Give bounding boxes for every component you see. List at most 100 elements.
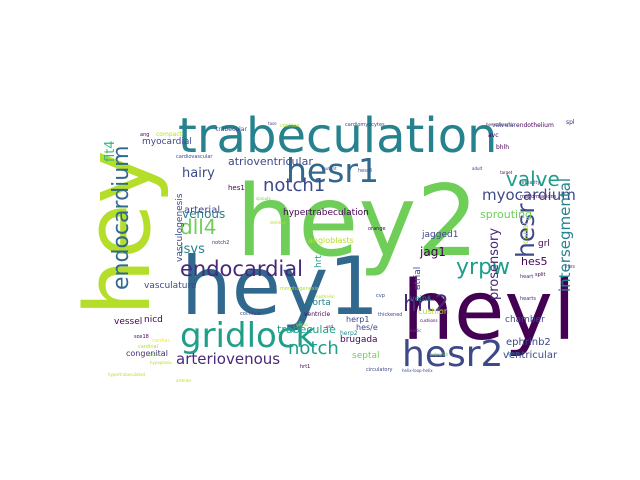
- cloud-word: herp2: [340, 330, 358, 337]
- cloud-word: hes: [566, 264, 575, 270]
- cloud-word: gridlock: [180, 316, 316, 356]
- cloud-word: ventricle: [304, 311, 330, 318]
- cloud-word: bhlh: [496, 144, 509, 151]
- cloud-word: helix-loop-helix: [402, 368, 433, 373]
- cloud-word: brugada: [340, 335, 378, 345]
- cloud-word: cardiac: [152, 338, 170, 344]
- cloud-word: heart: [520, 274, 533, 280]
- cloud-word: cushion: [418, 307, 449, 316]
- cloud-word: vasculogenesis: [175, 193, 185, 262]
- cloud-word: congenital: [126, 349, 168, 358]
- cloud-word: zebrafish: [430, 352, 449, 357]
- cloud-word: grl: [538, 239, 550, 249]
- cloud-word: aortic: [410, 328, 421, 333]
- cloud-word: sprouts: [256, 196, 271, 201]
- cloud-word: myocardial: [142, 137, 192, 147]
- cloud-word: lethality: [520, 180, 540, 186]
- cloud-word: hrt: [314, 255, 324, 268]
- cloud-word: heyl: [402, 264, 576, 359]
- cloud-word: dll4: [180, 215, 217, 239]
- cloud-word: circulatory: [366, 367, 393, 373]
- cloud-word: hesr3: [358, 168, 372, 174]
- cloud-word: angioblasts: [308, 236, 354, 245]
- cloud-word: arteriovenous: [176, 350, 280, 368]
- cloud-word: endothelium: [516, 122, 554, 129]
- cloud-word: hypertrabeculation: [283, 208, 369, 218]
- cloud-word: cardinal: [138, 344, 158, 350]
- cloud-word: loss: [410, 286, 418, 291]
- cloud-word: trabeculae: [277, 323, 336, 336]
- cloud-word: jagged1: [421, 230, 458, 240]
- cloud-word: aorta: [307, 298, 331, 308]
- cloud-word: hearts: [520, 296, 536, 302]
- cloud-word: malformations: [520, 194, 557, 200]
- cloud-word: yrpw: [456, 255, 510, 280]
- cloud-word: epithelial: [316, 294, 334, 299]
- cloud-word: hairy: [182, 166, 215, 181]
- cloud-word: nicd: [144, 315, 163, 325]
- cloud-word: sox18: [134, 334, 149, 340]
- cloud-word: vasculature: [144, 281, 197, 291]
- cloud-word: hes5: [521, 255, 547, 268]
- cloud-word: myocardium: [482, 186, 576, 204]
- cloud-word: herp1: [346, 315, 369, 324]
- cloud-word: thickened: [378, 312, 402, 318]
- cloud-word: adult: [472, 166, 483, 171]
- cloud-word: vessel: [114, 317, 142, 327]
- cloud-word: flt4: [103, 140, 118, 162]
- cloud-word: deletion: [270, 220, 287, 225]
- cloud-word: hypertrabeculated: [108, 372, 146, 377]
- cloud-word: trabecular: [216, 126, 247, 133]
- cloud-word: isvs: [180, 242, 205, 257]
- cloud-word: hes/e: [356, 323, 378, 332]
- cloud-word: cardiovascular: [176, 154, 213, 160]
- cloud-word: compact: [156, 131, 183, 138]
- cloud-word: morphogenesis: [280, 286, 319, 292]
- cloud-word: stabilin: [146, 352, 161, 357]
- cloud-word: cardiomyocytes: [345, 122, 385, 128]
- cloud-word: tase: [268, 121, 277, 126]
- cloud-word: chamber: [505, 315, 545, 325]
- cloud-word: hey1: [181, 240, 379, 333]
- cloud-word: trabeculation: [178, 108, 497, 164]
- cloud-word: hesr: [511, 203, 540, 258]
- cloud-word: hey2: [236, 165, 479, 279]
- cloud-word: notch2: [212, 240, 229, 246]
- cloud-word: target: [500, 170, 513, 175]
- cloud-word: septal: [352, 351, 379, 361]
- cloud-word: canal: [521, 223, 530, 245]
- cloud-word: ephrinb2: [506, 337, 551, 348]
- cloud-word: vsd: [326, 324, 333, 329]
- cloud-word: hemodynamic: [486, 122, 514, 127]
- cloud-word: atrial: [413, 267, 423, 290]
- cloud-word: hes1: [228, 184, 245, 192]
- cloud-word: ventricular: [503, 350, 558, 361]
- cloud-word: hypoplasia: [150, 360, 172, 365]
- cloud-word: notch: [288, 338, 339, 359]
- cloud-word: genes: [296, 322, 308, 327]
- cloud-word: hesr1: [286, 151, 379, 190]
- cloud-word: valvular: [492, 122, 517, 129]
- cloud-word: endocardium: [109, 145, 134, 290]
- cloud-word: orange: [368, 226, 386, 232]
- cloud-word: cvp: [376, 293, 385, 299]
- cloud-word: prosensory: [487, 228, 502, 300]
- cloud-word: avc: [488, 132, 499, 139]
- cloud-word: endocardial: [180, 257, 303, 281]
- cloud-word: ang: [140, 132, 149, 138]
- cloud-word: atrioventricular: [228, 155, 313, 168]
- cloud-word: jag1: [419, 245, 446, 259]
- cloud-word: cochlea: [280, 123, 299, 129]
- cloud-word: cushions: [420, 318, 438, 323]
- cloud-word: venous: [182, 207, 225, 221]
- cloud-word: arterial: [184, 205, 220, 216]
- cloud-word: cochlear: [240, 311, 262, 317]
- cloud-word: intersegmental: [556, 178, 574, 292]
- cloud-word: split: [535, 272, 546, 278]
- cloud-word: mutant: [322, 166, 337, 171]
- cloud-word: herp: [508, 351, 519, 357]
- cloud-word: valve: [506, 167, 560, 191]
- cloud-word: hey: [66, 150, 171, 316]
- cloud-word: hrt1: [300, 364, 310, 370]
